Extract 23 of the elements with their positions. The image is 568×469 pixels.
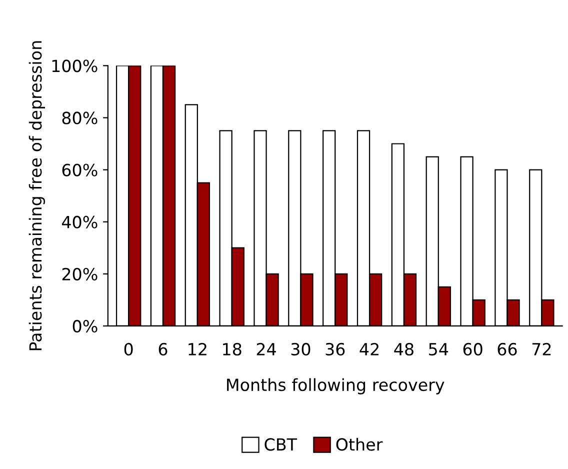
y-tick-label: 20% [62,268,98,280]
y-tick-label: 0% [72,320,98,333]
x-tick-label: 54 [429,343,448,356]
x-tick-label: 18 [223,342,242,356]
legend-label: CBT [264,438,298,451]
x-tick-label: 72 [532,342,551,356]
x-tick-label: 24 [256,342,276,356]
y-axis-title: Patients remaining free of depression [28,41,45,350]
y-tick-label: 80% [62,112,98,124]
x-tick-label: 36 [326,342,345,356]
x-tick-label: 30 [291,342,310,356]
y-tick-label: 100% [52,60,98,72]
x-tick-label: 42 [360,342,378,356]
x-tick-label: 12 [188,342,206,356]
x-tick-label: 66 [498,342,517,356]
x-axis-title: Months following recovery [227,378,444,394]
y-tick-label: 40% [62,216,98,228]
x-tick-label: 0 [124,342,133,356]
x-tick-label: 60 [463,342,482,356]
x-tick-label: 6 [158,342,168,356]
y-tick-label: 60% [62,164,98,176]
legend-label: Other [336,438,383,451]
x-tick-label: 48 [394,342,414,356]
